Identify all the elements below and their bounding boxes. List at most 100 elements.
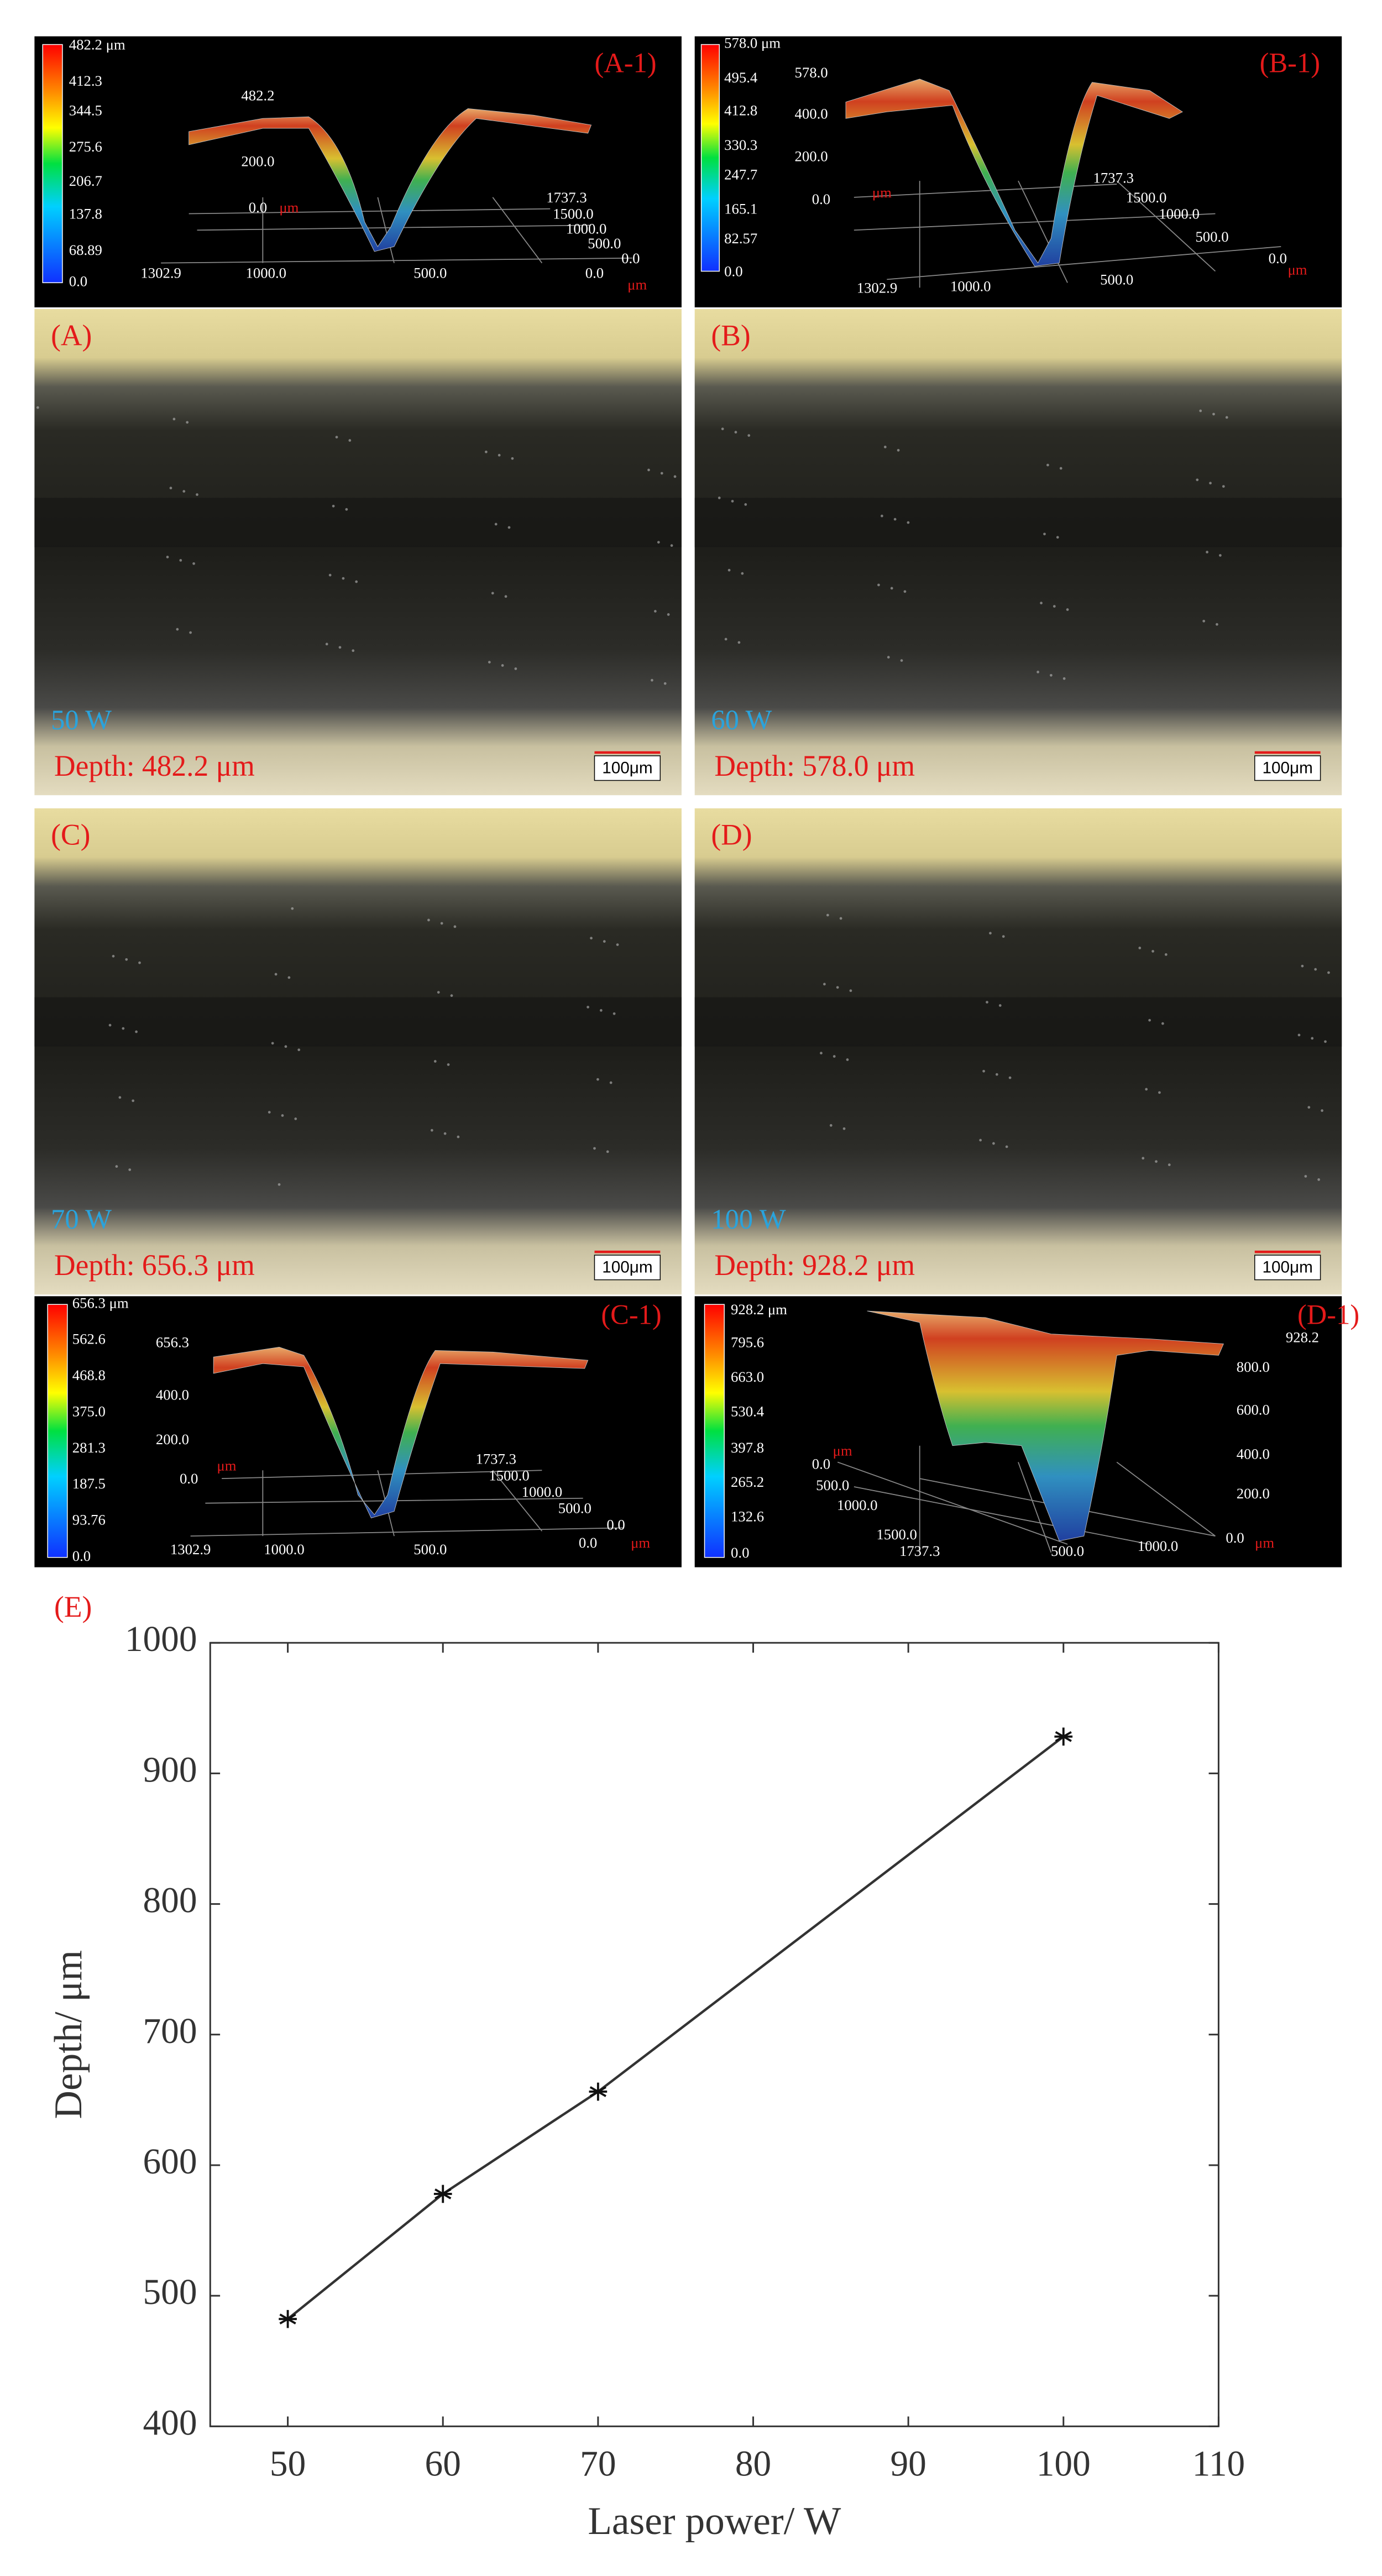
speck: [271, 1042, 274, 1045]
marker: [279, 2309, 297, 2328]
axis-text: 1000.0: [1159, 206, 1199, 222]
speck: [138, 961, 141, 964]
x-tick-label: 90: [890, 2444, 926, 2484]
floor-grid-line: [1116, 1461, 1216, 1537]
axis-text: 1000.0: [246, 265, 286, 281]
speck: [166, 556, 169, 558]
speck: [887, 656, 890, 659]
panel-label: (A-1): [594, 48, 656, 79]
speck: [846, 1058, 849, 1061]
surface: [213, 1346, 589, 1518]
speck: [1311, 1037, 1314, 1040]
speck: [647, 468, 650, 472]
speck: [1046, 463, 1049, 467]
axis-text: 500.0: [1100, 271, 1133, 288]
axis-text: 0.0: [812, 191, 830, 207]
floor-grid-line: [1116, 180, 1216, 272]
floor-grid-line: [492, 197, 543, 264]
speck: [1196, 478, 1199, 482]
surface: [867, 1310, 1224, 1542]
colorbar-label: 247.7: [724, 166, 757, 182]
surface: [189, 108, 592, 252]
y-tick-label: 600: [143, 2142, 197, 2182]
y-tick-label: 800: [143, 1881, 197, 1921]
axis-text: 1737.3: [475, 1451, 516, 1467]
speck: [903, 590, 907, 593]
speck: [504, 595, 507, 598]
speck: [609, 1081, 613, 1084]
speck: [829, 1124, 833, 1127]
photo: [34, 309, 682, 796]
speck: [660, 472, 663, 475]
speck: [1218, 554, 1222, 557]
speck: [1155, 1160, 1158, 1163]
speck: [108, 1023, 112, 1027]
colorbar-label: 206.7: [69, 173, 102, 189]
colorbar-label: 68.89: [69, 242, 102, 258]
panel-label: (B-1): [1260, 48, 1320, 79]
colorbar-label: 397.8: [731, 1439, 764, 1456]
speck: [125, 958, 128, 961]
axis-text: 1500.0: [553, 206, 593, 222]
speck: [338, 646, 342, 649]
speck: [731, 500, 734, 503]
panel-label: (C-1): [601, 1299, 661, 1330]
axis-text: μm: [1255, 1534, 1274, 1551]
axis-text: 500.0: [1051, 1543, 1084, 1559]
power-label: 100 W: [711, 1204, 786, 1235]
colorbar: [47, 1304, 68, 1558]
speck: [345, 508, 348, 511]
axis-text: 1500.0: [876, 1526, 917, 1543]
speck: [880, 514, 883, 518]
speck: [132, 1099, 135, 1102]
floor-grid-line: [492, 1470, 543, 1532]
photo-label: (A): [51, 319, 92, 352]
marker: [589, 2082, 608, 2101]
scale-box: [594, 1255, 661, 1281]
axis-text: 482.2: [241, 87, 274, 104]
speck: [297, 1048, 301, 1052]
micrograph: (B) 60 W Depth: 578.0 μm 100μm: [694, 309, 1342, 796]
speck: [587, 1006, 589, 1009]
colorbar-label: 412.3: [69, 72, 102, 89]
speck: [744, 503, 747, 506]
speck: [989, 932, 992, 935]
speck: [447, 1063, 450, 1066]
colorbar-label: 495.4: [724, 69, 757, 86]
x-tick-label: 100: [1036, 2444, 1091, 2484]
axis-text: 1000.0: [522, 1483, 562, 1500]
speck: [332, 504, 335, 508]
profile-panel: 578.0 μm 495.4 412.8 330.3 247.7 165.1 82.57 0.…: [694, 35, 1342, 307]
axis-text: μm: [631, 1534, 650, 1551]
y-tick-label: 700: [143, 2011, 197, 2051]
speck: [1212, 412, 1215, 416]
speck: [839, 917, 842, 920]
speck: [325, 642, 328, 646]
speck: [823, 983, 826, 986]
axis-text: 0.0: [1269, 250, 1287, 267]
speck: [186, 421, 189, 424]
axis-text: 1737.3: [546, 189, 587, 206]
axis-text: μm: [627, 276, 647, 292]
colorbar-label: 482.2 μm: [69, 36, 125, 53]
axis-text: 0.0: [1226, 1529, 1244, 1546]
scale-box: [594, 755, 661, 781]
power-label: 60 W: [711, 704, 772, 735]
speck: [1327, 971, 1330, 974]
speck: [849, 989, 852, 992]
colorbar: [700, 44, 720, 272]
floor-grid-line: [222, 1470, 542, 1480]
speck: [196, 493, 198, 496]
axis-text: 200.0: [1237, 1485, 1270, 1502]
speck: [291, 907, 294, 910]
speck: [1151, 950, 1154, 953]
speck: [590, 937, 593, 940]
speck: [599, 1009, 603, 1012]
x-tick-label: 110: [1192, 2444, 1245, 2484]
colorbar-label: 0.0: [731, 1544, 749, 1561]
x-tick-label: 60: [425, 2444, 461, 2484]
speck: [613, 1012, 616, 1015]
power-label: 50 W: [51, 704, 112, 735]
scale-box: [1254, 755, 1321, 781]
